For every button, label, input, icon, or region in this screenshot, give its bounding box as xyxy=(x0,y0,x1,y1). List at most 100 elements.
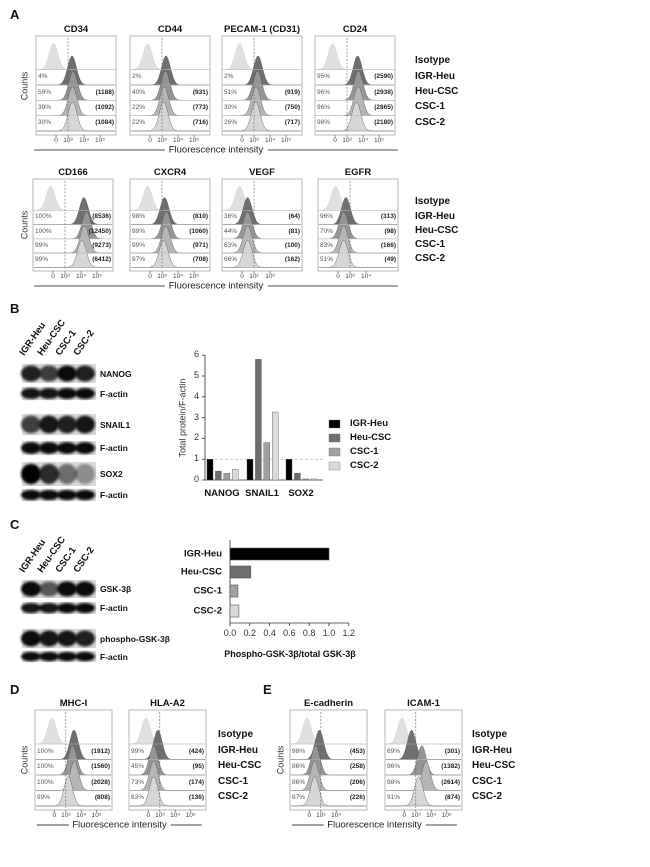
percent-positive: 100% xyxy=(37,747,54,755)
mfi-value: (1912) xyxy=(91,747,110,755)
tick-label: 0 xyxy=(51,273,55,280)
category-label: Heu-CSC xyxy=(180,566,222,578)
protein-band xyxy=(57,365,77,382)
histogram-curve xyxy=(222,240,302,268)
percent-positive: 51% xyxy=(224,88,238,96)
mfi-value: (874) xyxy=(444,794,460,801)
protein-band xyxy=(21,463,41,485)
protein-band xyxy=(21,489,41,501)
category-label: IGR-Heu xyxy=(184,548,222,560)
x-axis-label: Fluorescence intensity xyxy=(323,820,426,830)
tick-label: 10³ xyxy=(157,137,167,144)
bar-sox2-heu-csc xyxy=(294,472,301,481)
protein-band xyxy=(57,463,77,485)
mfi-value: (100) xyxy=(284,241,300,249)
tick-label: 0 xyxy=(402,812,407,819)
y-tick-label: 2 xyxy=(193,432,199,443)
band-label: NANOG xyxy=(100,368,132,379)
tick-label: 10³ xyxy=(316,812,326,819)
mfi-value: (2938) xyxy=(374,88,393,96)
tick-label: 0 xyxy=(240,137,244,144)
percent-positive: 96% xyxy=(317,88,331,96)
protein-band xyxy=(57,442,77,454)
tick-label: 10⁴ xyxy=(75,273,87,280)
mfi-value: (313) xyxy=(380,213,396,221)
percent-positive: 63% xyxy=(131,794,145,801)
tick-label: 10⁵ xyxy=(92,273,102,280)
band-label: F-actin xyxy=(100,489,128,500)
mfi-value: (6412) xyxy=(92,255,111,263)
percent-positive: 22% xyxy=(132,119,146,127)
mfi-value: (162) xyxy=(284,255,300,263)
legend-label: Heu-CSC xyxy=(350,432,392,443)
mfi-value: (2180) xyxy=(374,119,393,127)
histogram-frame xyxy=(221,178,303,272)
bar-igr-heu xyxy=(229,547,330,561)
percent-positive: 99% xyxy=(132,227,146,235)
tick-label: 10³ xyxy=(157,273,167,280)
mfi-value: (919) xyxy=(284,88,300,96)
panel-label: D xyxy=(10,682,20,697)
x-tick-label: 0.4 xyxy=(263,628,276,638)
percent-positive: 96% xyxy=(387,763,401,770)
tick-label: 10⁵ xyxy=(185,812,196,819)
bar-nanog-igr-heu xyxy=(206,459,214,481)
bar-nanog-heu-csc xyxy=(215,470,222,481)
mfi-value: (301) xyxy=(444,747,460,755)
mfi-value: (2865) xyxy=(374,103,393,111)
y-tick-label: 0 xyxy=(193,474,199,484)
bar-csc-2 xyxy=(229,604,240,618)
y-axis-label: Total protein/F-actin xyxy=(177,378,188,458)
mfi-value: (174) xyxy=(188,778,204,786)
bar-sox2-csc-1 xyxy=(302,478,309,481)
percent-positive: 59% xyxy=(38,88,52,96)
legend-label: CSC-2 xyxy=(472,791,503,803)
protein-band xyxy=(21,630,41,647)
protein-band xyxy=(75,365,95,382)
histogram-frame xyxy=(289,709,368,811)
histogram-curve xyxy=(291,776,366,807)
protein-band xyxy=(57,415,77,434)
x-axis-label: Fluorescence intensity xyxy=(164,145,268,155)
x-tick-label: 0.2 xyxy=(243,628,257,638)
mfi-value: (971) xyxy=(192,241,208,249)
bar-nanog-csc-1 xyxy=(223,473,231,481)
tick-label: 10⁵ xyxy=(189,137,199,144)
histogram-curve xyxy=(130,240,210,268)
mfi-value: (9273) xyxy=(92,241,111,249)
mfi-value: (1382) xyxy=(441,763,460,770)
legend-swatch xyxy=(328,419,341,429)
bar-sox2-igr-heu xyxy=(285,459,293,481)
y-tick-label: 5 xyxy=(193,370,199,380)
mfi-value: (8536) xyxy=(92,213,111,221)
protein-band xyxy=(75,442,95,454)
x-tick-label: 1.0 xyxy=(322,628,336,638)
percent-positive: 97% xyxy=(132,255,146,263)
band-label: F-actin xyxy=(100,442,128,453)
bar-snail1-csc-2 xyxy=(272,411,279,481)
category-label: CSC-2 xyxy=(193,605,222,617)
mfi-value: (1060) xyxy=(189,227,208,235)
percent-positive: 99% xyxy=(35,241,49,249)
legend-label: Heu-CSC xyxy=(472,760,516,772)
legend-swatch xyxy=(328,461,341,471)
tick-label: 10³ xyxy=(249,137,259,144)
protein-band xyxy=(57,630,77,647)
percent-positive: 36% xyxy=(224,213,238,221)
histogram-curve xyxy=(315,101,395,132)
legend-swatch xyxy=(328,433,341,443)
band-label: GSK-3β xyxy=(100,583,132,594)
mfi-value: (206) xyxy=(349,778,365,786)
mfi-value: (1188) xyxy=(95,88,114,96)
x-tick-label: 0.6 xyxy=(283,628,296,638)
tick-label: 10⁴ xyxy=(78,137,90,144)
panel-label: B xyxy=(10,301,20,316)
bar-sox2-csc-2 xyxy=(311,478,318,481)
x-tick-label: 1.2 xyxy=(342,628,356,638)
bar-nanog-csc-2 xyxy=(231,468,239,481)
percent-positive: 98% xyxy=(292,747,306,755)
legend-label: IGR-Heu xyxy=(218,744,258,756)
protein-band xyxy=(39,365,59,382)
legend-label: CSC-1 xyxy=(350,446,379,457)
x-axis-label: Fluorescence intensity xyxy=(68,820,171,830)
